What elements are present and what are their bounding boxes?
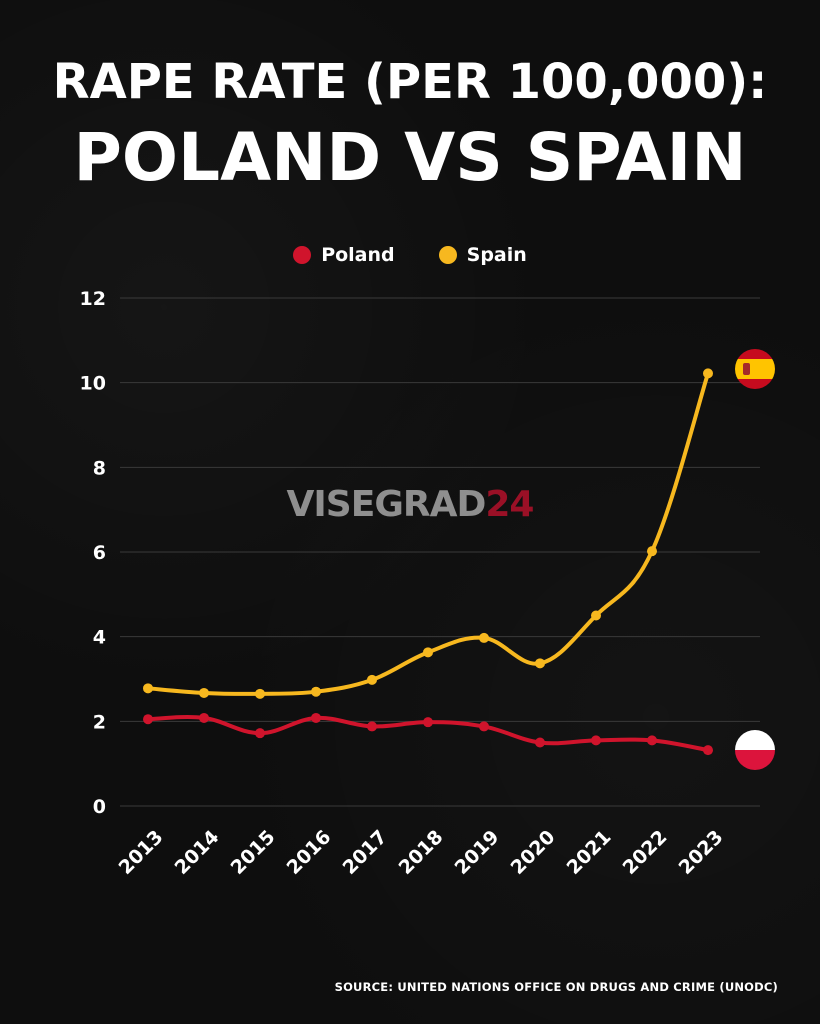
series-line-spain xyxy=(146,371,710,696)
data-point-poland-2021 xyxy=(591,735,601,746)
data-point-spain-2021 xyxy=(591,610,601,621)
title-line-2: POLAND VS SPAIN xyxy=(73,119,747,196)
x-tick-label-2016: 2016 xyxy=(283,826,336,879)
legend-dot-spain xyxy=(438,246,457,264)
y-tick-label-2: 2 xyxy=(93,711,106,733)
legend: Poland Spain xyxy=(0,244,820,266)
data-point-spain-2020 xyxy=(535,658,545,669)
data-point-poland-2018 xyxy=(423,717,433,728)
data-point-spain-2014 xyxy=(199,687,209,698)
x-tick-label-2023: 2023 xyxy=(675,826,728,879)
data-point-spain-2016 xyxy=(311,686,321,697)
data-point-poland-2017 xyxy=(367,721,377,732)
x-tick-label-2014: 2014 xyxy=(171,826,224,879)
spain-flag-icon xyxy=(735,349,775,389)
data-point-poland-2015 xyxy=(255,728,265,739)
watermark-text: VISEGRAD xyxy=(286,484,487,525)
legend-item-spain: Spain xyxy=(438,244,527,266)
data-point-poland-2014 xyxy=(199,712,209,723)
x-tick-label-2021: 2021 xyxy=(563,826,616,879)
y-tick-label-8: 8 xyxy=(93,457,106,479)
data-point-spain-2017 xyxy=(367,674,377,685)
legend-item-poland: Poland xyxy=(293,244,395,266)
x-tick-label-2015: 2015 xyxy=(227,826,280,879)
spain-emblem xyxy=(743,363,750,375)
data-point-spain-2015 xyxy=(255,688,265,699)
data-point-spain-2022 xyxy=(647,546,657,557)
x-tick-label-2019: 2019 xyxy=(451,826,504,879)
data-point-poland-2019 xyxy=(479,721,489,732)
poland-flag-icon xyxy=(735,730,775,770)
data-point-spain-2013 xyxy=(143,683,153,694)
y-tick-label-6: 6 xyxy=(93,542,106,564)
data-point-poland-2016 xyxy=(311,712,321,723)
data-point-poland-2022 xyxy=(647,735,657,746)
x-tick-label-2018: 2018 xyxy=(395,826,448,879)
data-point-poland-2013 xyxy=(143,714,153,725)
legend-label-spain: Spain xyxy=(466,244,527,266)
title-line-1: RAPE RATE (PER 100,000): xyxy=(52,54,768,110)
data-point-poland-2020 xyxy=(535,737,545,748)
y-tick-label-10: 10 xyxy=(80,373,106,395)
data-point-spain-2019 xyxy=(479,632,489,643)
x-tick-label-2020: 2020 xyxy=(507,826,560,879)
watermark-number: 24 xyxy=(485,484,534,525)
legend-label-poland: Poland xyxy=(321,244,395,266)
legend-dot-poland xyxy=(293,246,312,264)
x-tick-label-2013: 2013 xyxy=(115,826,168,879)
source-note: SOURCE: UNITED NATIONS OFFICE ON DRUGS A… xyxy=(334,980,778,994)
y-tick-label-4: 4 xyxy=(93,627,106,649)
data-point-spain-2018 xyxy=(423,647,433,658)
y-tick-label-12: 12 xyxy=(80,288,106,310)
x-tick-label-2022: 2022 xyxy=(619,826,672,879)
y-tick-label-0: 0 xyxy=(93,796,106,818)
watermark: VISEGRAD24 xyxy=(0,484,820,525)
x-tick-label-2017: 2017 xyxy=(339,826,392,879)
data-point-spain-2023 xyxy=(703,368,713,379)
data-point-poland-2023 xyxy=(703,745,713,756)
